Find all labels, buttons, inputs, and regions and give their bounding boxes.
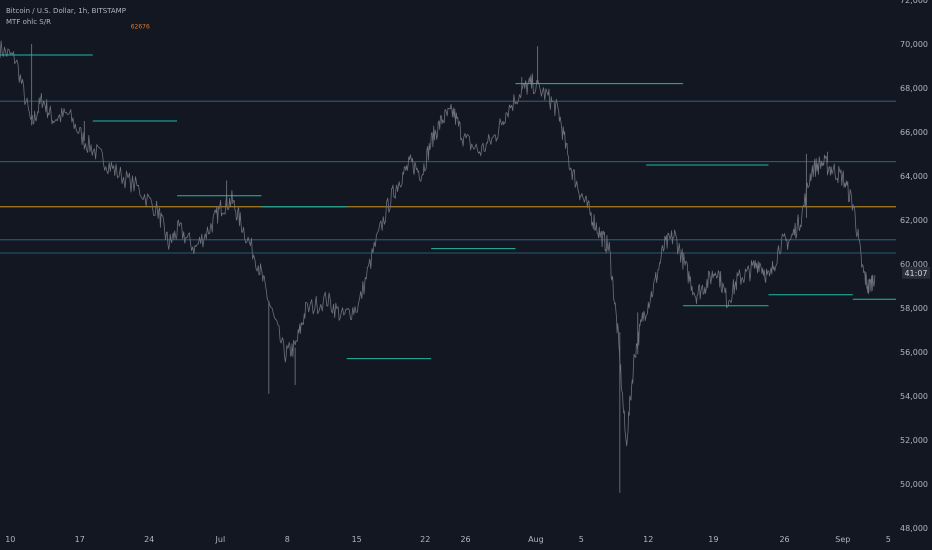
annotation-label: 62676 xyxy=(131,24,150,31)
chart-legend: Bitcoin / U.S. Dollar, 1h, BITSTAMP MTF … xyxy=(6,6,126,28)
price-tick-label: 50,000 xyxy=(900,480,928,489)
price-series-line xyxy=(0,40,876,447)
price-tick-label: 62,000 xyxy=(900,216,928,225)
last-price-tag-label: 41:07 xyxy=(904,269,927,278)
time-tick-label: 15 xyxy=(352,535,362,544)
price-tick-label: 52,000 xyxy=(900,436,928,445)
time-tick-label: 24 xyxy=(144,535,154,544)
price-tick-label: 60,000 xyxy=(900,260,928,269)
price-tick-label: 56,000 xyxy=(900,348,928,357)
symbol-title: Bitcoin / U.S. Dollar, 1h, BITSTAMP xyxy=(6,7,126,15)
time-tick-label: 5 xyxy=(886,535,891,544)
time-tick-label: 26 xyxy=(779,535,789,544)
indicator-name: MTF ohlc S/R xyxy=(6,18,51,26)
levels-layer xyxy=(0,100,896,254)
time-tick-label: 22 xyxy=(420,535,430,544)
time-tick-label: 5 xyxy=(579,535,584,544)
price-tick-label: 54,000 xyxy=(900,392,928,401)
price-layer xyxy=(0,40,876,493)
time-tick-label: 8 xyxy=(285,535,290,544)
price-tick-label: 48,000 xyxy=(900,524,928,533)
time-tick-label: 12 xyxy=(643,535,653,544)
time-tick-label: 10 xyxy=(5,535,15,544)
last-price-tag-layer: 41:07 xyxy=(902,266,930,279)
price-tick-label: 64,000 xyxy=(900,172,928,181)
price-tick-label: 72,000 xyxy=(900,0,928,5)
time-tick-label: Sep xyxy=(835,535,850,544)
segments-layer xyxy=(0,54,911,360)
time-tick-label: 26 xyxy=(460,535,470,544)
last-price-tag-bg xyxy=(902,266,930,279)
time-tick-label: Jul xyxy=(215,535,226,544)
annotation-layer: 62676 xyxy=(131,24,150,31)
price-tick-label: 58,000 xyxy=(900,304,928,313)
price-tick-label: 66,000 xyxy=(900,128,928,137)
price-tick-label: 68,000 xyxy=(900,84,928,93)
time-tick-label: 17 xyxy=(75,535,85,544)
time-tick-label: 19 xyxy=(708,535,718,544)
time-tick-label: Aug xyxy=(528,535,544,544)
time-axis[interactable]: 10 17 24 Jul 8 15 22 26 Aug 5 12 19 26 Sep 5 xyxy=(5,535,891,544)
price-tick-label: 70,000 xyxy=(900,40,928,49)
